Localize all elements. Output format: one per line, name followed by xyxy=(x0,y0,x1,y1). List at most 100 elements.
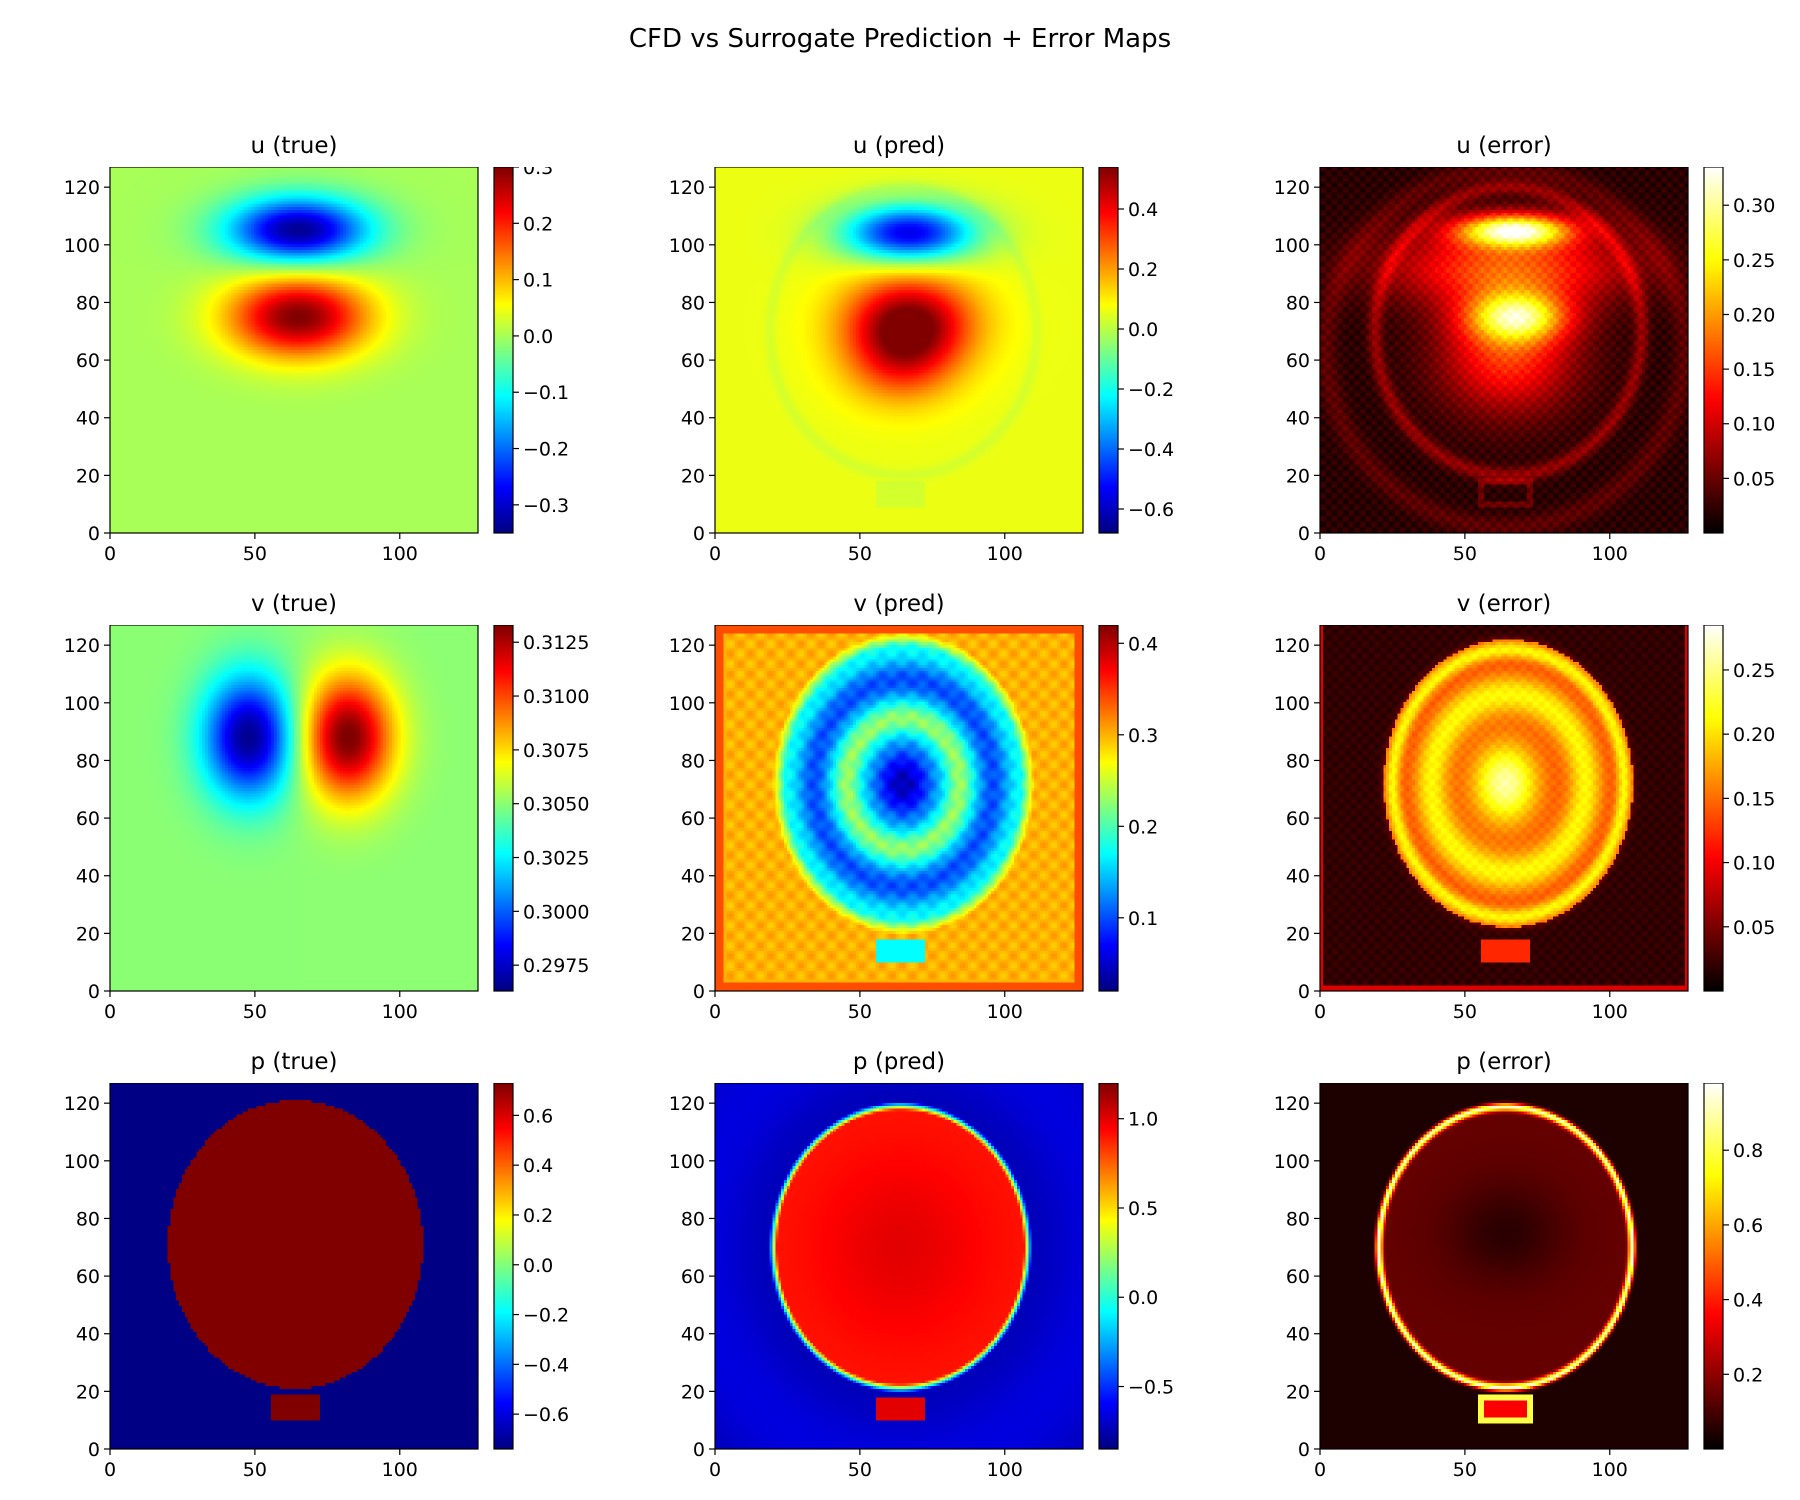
x-tick-label: 100 xyxy=(382,1459,418,1481)
colorbar-tick-label: 0.5 xyxy=(1128,1198,1158,1220)
y-tick-label: 40 xyxy=(76,1324,100,1346)
x-tick-label: 0 xyxy=(709,1001,721,1023)
panel-title: p (pred) xyxy=(852,1049,946,1075)
colorbar-tick-label: −0.2 xyxy=(523,439,569,461)
x-tick-label: 100 xyxy=(1592,543,1628,565)
y-tick-label: 60 xyxy=(1286,1266,1310,1288)
y-tick-label: 100 xyxy=(64,693,100,715)
y-tick-label: 60 xyxy=(681,1266,705,1288)
colorbar-tick-label: 0.30 xyxy=(1733,195,1775,217)
colorbar-tick-label: 0.0 xyxy=(1128,1287,1158,1309)
colorbar-tick-label: 0.3050 xyxy=(523,794,589,816)
y-tick-label: 80 xyxy=(76,292,100,314)
panel-title: u (pred) xyxy=(852,133,946,159)
colorbar-tick-label: −0.5 xyxy=(1128,1377,1174,1399)
x-tick-label: 100 xyxy=(382,1001,418,1023)
x-tick-label: 0 xyxy=(709,1459,721,1481)
heatmap-panel-v-error: 0 50 100 0 20 40 60 80 100 120 0.25 0.20 0.15 0.10 0.0… xyxy=(1274,625,1775,1023)
colorbar-tick-label: 0.25 xyxy=(1733,250,1775,272)
panel-title: v (pred) xyxy=(853,591,945,617)
heatmap-panel-p-pred: 0 50 100 0 20 40 60 80 100 120 1.0 0.5 0.0 −0.5 xyxy=(669,1083,1174,1481)
colorbar-tick-label: 0.2 xyxy=(523,1205,553,1227)
heatmap-panel-p-error: 0 50 100 0 20 40 60 80 100 120 0.8 0.6 0.4 0.2 xyxy=(1274,1083,1763,1481)
y-tick-label: 40 xyxy=(1286,866,1310,888)
axes-frame xyxy=(1319,167,1689,534)
x-tick-label: 0 xyxy=(104,1459,116,1481)
x-tick-label: 50 xyxy=(1453,1001,1477,1023)
y-tick-label: 40 xyxy=(681,408,705,430)
y-tick-label: 0 xyxy=(1298,1439,1310,1461)
x-tick-label: 100 xyxy=(1592,1459,1628,1481)
y-tick-label: 120 xyxy=(64,635,100,657)
y-tick-label: 120 xyxy=(1274,1093,1310,1115)
x-tick-label: 50 xyxy=(848,1459,872,1481)
colorbar-tick-label: −0.4 xyxy=(523,1354,569,1376)
y-tick-label: 80 xyxy=(1286,292,1310,314)
y-tick-label: 0 xyxy=(88,1439,100,1461)
y-tick-label: 80 xyxy=(681,1208,705,1230)
axes-frame xyxy=(714,625,1084,992)
y-tick-label: 80 xyxy=(681,750,705,772)
y-tick-label: 0 xyxy=(1298,981,1310,1003)
y-tick-label: 60 xyxy=(1286,808,1310,830)
y-tick-label: 40 xyxy=(76,866,100,888)
x-tick-label: 0 xyxy=(1314,1001,1326,1023)
axes-frame xyxy=(714,1083,1084,1450)
y-tick-label: 120 xyxy=(64,1093,100,1115)
colorbar-tick-label: 0.0 xyxy=(523,326,553,348)
y-tick-label: 80 xyxy=(1286,750,1310,772)
x-tick-label: 0 xyxy=(104,543,116,565)
y-tick-label: 120 xyxy=(1274,177,1310,199)
colorbar-tick-label: 0.1 xyxy=(1128,908,1158,930)
x-tick-label: 100 xyxy=(987,1459,1023,1481)
heatmap-panel-u-pred: 0 50 100 0 20 40 60 80 100 120 0.4 0.2 0.0 −0.2 −0.4 −0… xyxy=(669,167,1174,565)
y-tick-label: 0 xyxy=(88,981,100,1003)
colorbar-tick-label: 0.4 xyxy=(1733,1290,1763,1312)
y-tick-label: 40 xyxy=(681,866,705,888)
x-tick-label: 0 xyxy=(104,1001,116,1023)
colorbar xyxy=(1098,167,1119,534)
colorbar-tick-label: 0.8 xyxy=(1733,1140,1763,1162)
colorbar-tick-label: −0.3 xyxy=(523,495,569,517)
y-tick-label: 20 xyxy=(1286,923,1310,945)
colorbar-tick-label: 0.0 xyxy=(1128,319,1158,341)
x-tick-label: 100 xyxy=(987,1001,1023,1023)
y-tick-label: 20 xyxy=(681,923,705,945)
heatmap-panel-v-true: 0 50 100 0 20 40 60 80 100 120 0.3125 0.3100 0.3075 0… xyxy=(64,625,589,1023)
colorbar-tick-label: 0.4 xyxy=(1128,199,1158,221)
colorbar-tick-label: 0.2 xyxy=(1128,259,1158,281)
heatmap-image xyxy=(715,167,1083,533)
colorbar-tick-label: 0.10 xyxy=(1733,414,1775,436)
colorbar xyxy=(493,1083,514,1450)
heatmap-image xyxy=(715,625,1083,991)
colorbar-tick-label: 0.05 xyxy=(1733,468,1775,490)
x-tick-label: 50 xyxy=(243,1459,267,1481)
y-tick-label: 120 xyxy=(669,635,705,657)
colorbar xyxy=(1703,167,1724,534)
colorbar-tick-label: 0.3125 xyxy=(523,632,589,654)
heatmap-panel-u-error: 0 50 100 0 20 40 60 80 100 120 0.30 0.25 0.20 0.15 0.1… xyxy=(1274,167,1775,565)
panel-title: u (error) xyxy=(1456,133,1552,159)
x-tick-label: 100 xyxy=(1592,1001,1628,1023)
y-tick-label: 100 xyxy=(669,693,705,715)
y-tick-label: 0 xyxy=(1298,523,1310,545)
heatmap-image xyxy=(110,625,478,991)
y-tick-label: 100 xyxy=(64,235,100,257)
axes-frame xyxy=(1319,1083,1689,1450)
colorbar-tick-label: 0.3100 xyxy=(523,686,589,708)
x-tick-label: 0 xyxy=(1314,543,1326,565)
y-tick-label: 20 xyxy=(76,923,100,945)
colorbar xyxy=(1098,1083,1119,1450)
colorbar-tick-label: 0.3075 xyxy=(523,740,589,762)
colorbar-tick-label: 0.2 xyxy=(1733,1364,1763,1386)
x-tick-label: 50 xyxy=(243,1001,267,1023)
y-tick-label: 20 xyxy=(681,1381,705,1403)
y-tick-label: 80 xyxy=(76,1208,100,1230)
x-tick-label: 100 xyxy=(987,543,1023,565)
colorbar-tick-label: 0.4 xyxy=(523,1155,553,1177)
panel-title: p (error) xyxy=(1456,1049,1552,1075)
panel-title: v (true) xyxy=(250,591,338,617)
colorbar-tick-label: −0.2 xyxy=(523,1305,569,1327)
colorbar-tick-label: 0.4 xyxy=(1128,633,1158,655)
colorbar-tick-label: −0.1 xyxy=(523,382,569,404)
